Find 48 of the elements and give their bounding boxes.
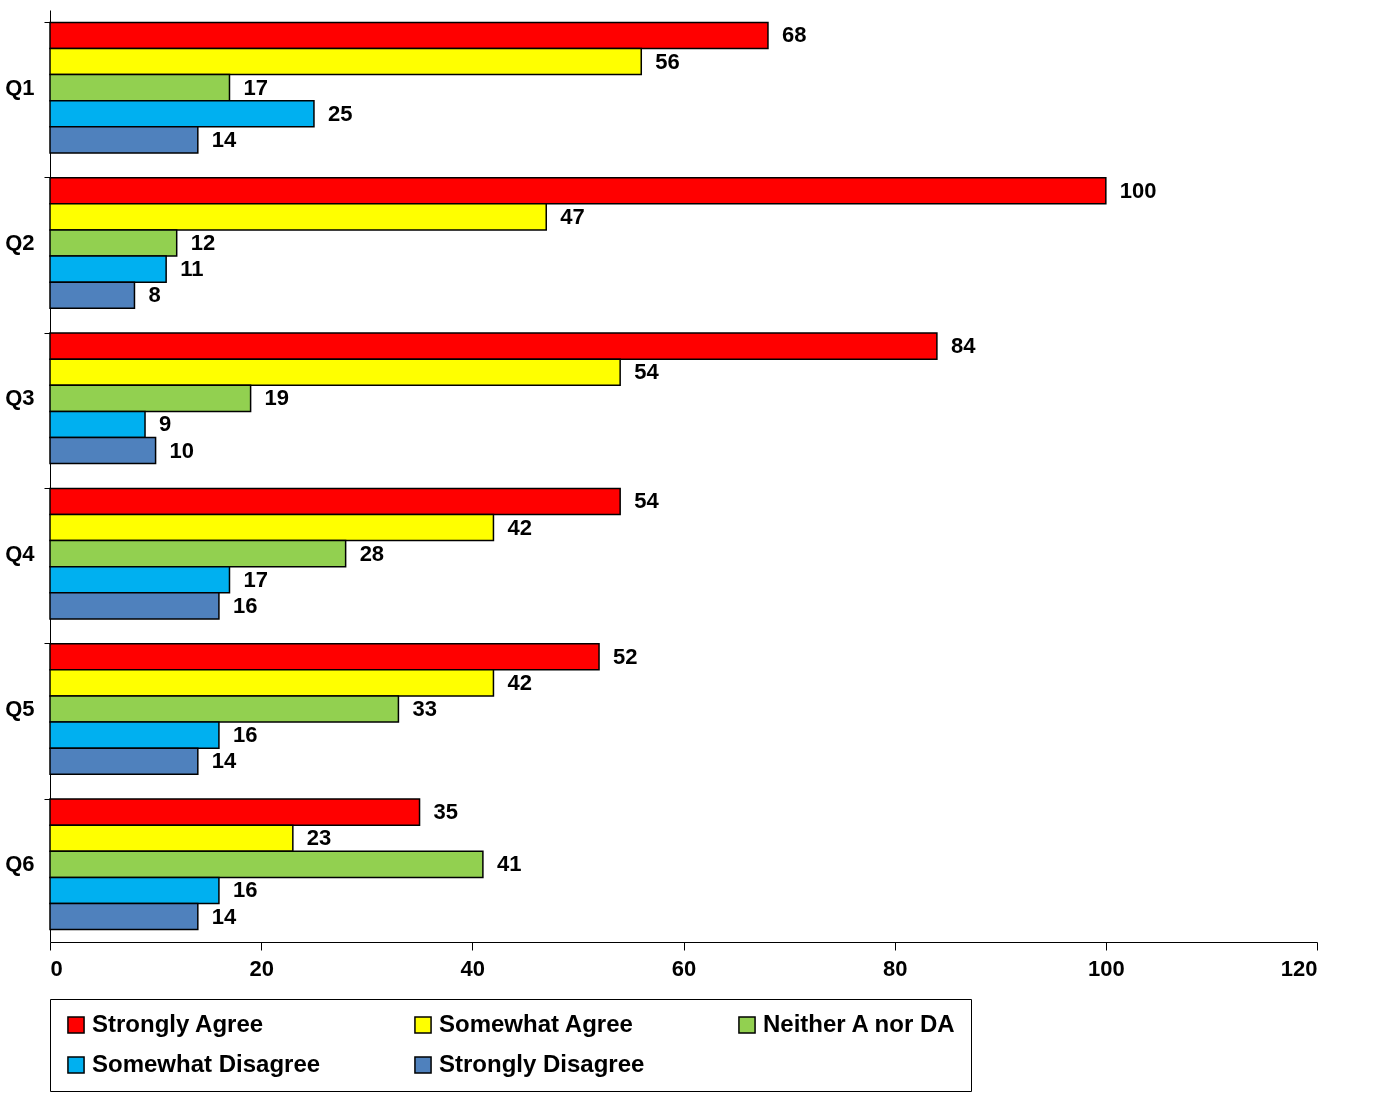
- data-label: 68: [781, 22, 807, 48]
- data-label: 23: [306, 825, 332, 851]
- data-label: 42: [507, 514, 532, 540]
- y-tick-label: Q2: [5, 230, 35, 255]
- y-tick-label: Q3: [5, 385, 35, 411]
- legend-label: Neither A nor DA: [763, 1010, 955, 1037]
- x-tick-label: 40: [460, 955, 486, 981]
- data-label: 11: [180, 256, 204, 282]
- data-label: 12: [190, 230, 216, 255]
- data-label: 19: [264, 385, 290, 411]
- y-tick-label: Q4: [5, 540, 36, 566]
- data-label: 56: [655, 48, 680, 74]
- data-label: 28: [359, 540, 385, 566]
- x-tick-label: 60: [671, 955, 697, 981]
- data-label: 54: [634, 488, 660, 514]
- data-label: 14: [211, 748, 238, 774]
- data-label: 14: [211, 903, 238, 929]
- y-tick-label: Q5: [5, 696, 35, 721]
- data-label: 16: [232, 877, 258, 903]
- data-label: 41: [496, 851, 522, 877]
- x-tick-label: 80: [882, 955, 908, 981]
- y-tick-label: Q6: [5, 851, 35, 877]
- data-label: 42: [507, 669, 532, 695]
- legend-label: Somewhat Agree: [439, 1010, 633, 1037]
- data-label: 9: [159, 411, 172, 437]
- data-label: 54: [634, 359, 660, 385]
- data-label: 25: [327, 100, 353, 126]
- data-label: 35: [433, 799, 459, 825]
- data-label: 17: [243, 74, 268, 100]
- legend-label: Strongly Disagree: [439, 1050, 645, 1077]
- data-label: 84: [950, 333, 977, 359]
- data-label: 52: [613, 643, 638, 669]
- legend-label: Strongly Agree: [92, 1010, 264, 1037]
- data-label: 100: [1119, 177, 1157, 203]
- legend-label: Somewhat Disagree: [92, 1050, 321, 1077]
- y-tick-label: Q1: [5, 74, 35, 100]
- data-label: 16: [232, 722, 258, 748]
- data-label: 10: [169, 437, 195, 463]
- data-label: 33: [412, 696, 437, 721]
- data-label: 8: [148, 282, 161, 308]
- data-label: 47: [560, 203, 585, 229]
- x-tick-label: 0: [50, 955, 63, 981]
- x-tick-label: 100: [1087, 955, 1125, 981]
- data-label: 16: [232, 592, 258, 618]
- x-tick-label: 20: [249, 955, 274, 981]
- data-label: 14: [211, 126, 238, 152]
- data-label: 17: [243, 566, 268, 592]
- x-tick-label: 120: [1280, 955, 1318, 981]
